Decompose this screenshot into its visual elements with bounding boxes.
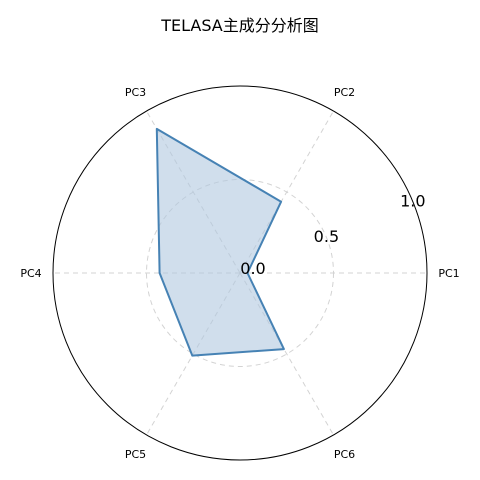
series-area-0 (156, 128, 284, 356)
series-line-0 (155, 127, 285, 357)
category-label-pc5: PC5 (125, 448, 146, 461)
radial-tick-label: 1.0 (400, 191, 425, 210)
category-label-pc3: PC3 (125, 86, 146, 99)
series-layer (155, 127, 285, 357)
radial-tick-label: 0.5 (314, 227, 339, 246)
category-label-pc2: PC2 (334, 86, 355, 99)
grid-circle-0-5 (146, 179, 334, 367)
category-label-pc6: PC6 (334, 448, 355, 461)
outer-boundary (52, 85, 428, 461)
category-label-pc1: PC1 (438, 267, 459, 280)
label-layer: 0.0 0.5 1.0 PC1 PC2 PC3 PC4 PC5 PC6 (20, 86, 459, 461)
chart-title: TELASA主成分分析图 (160, 16, 319, 35)
radial-tick-label: 0.0 (240, 259, 265, 278)
category-label-pc4: PC4 (20, 267, 41, 280)
